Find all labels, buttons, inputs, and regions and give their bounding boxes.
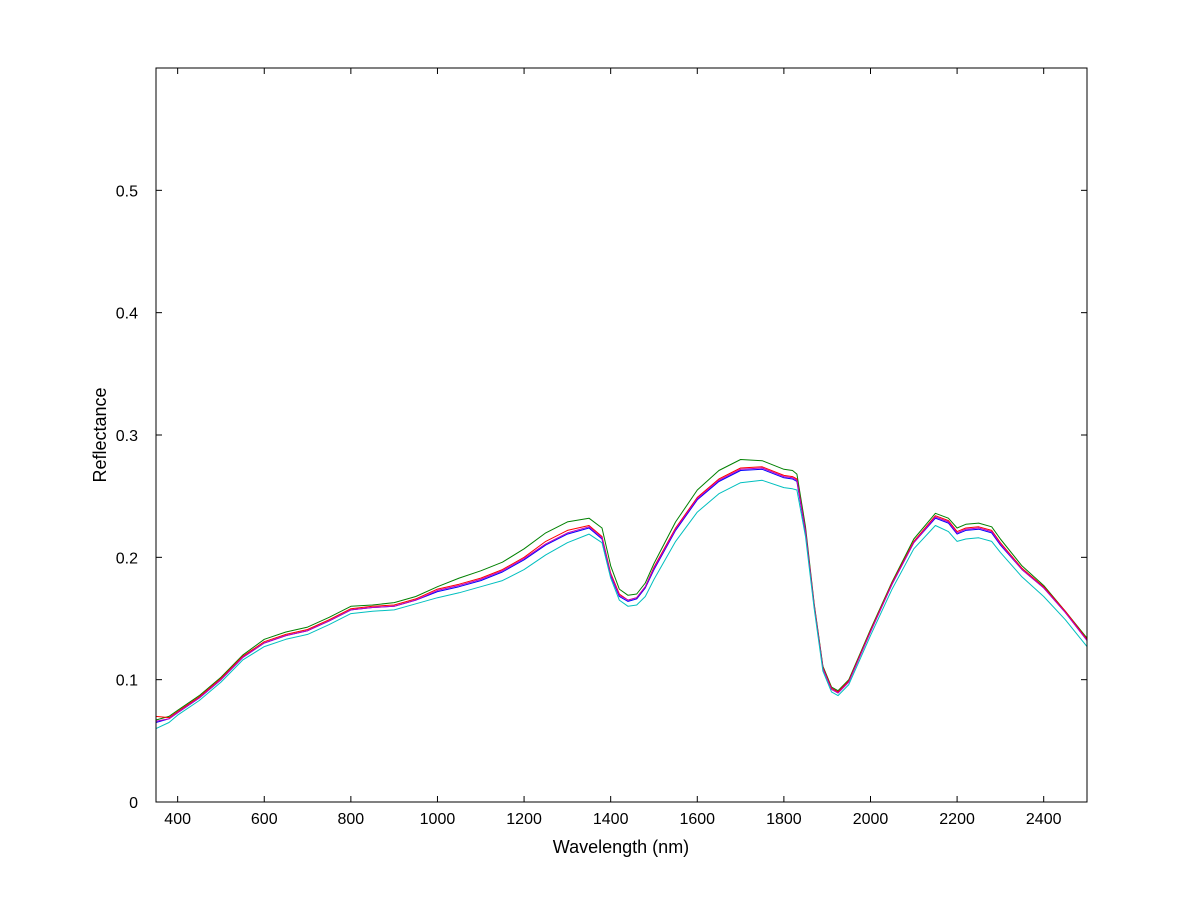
x-tick-label: 1200 (506, 811, 542, 828)
x-tick-label: 600 (251, 811, 278, 828)
y-tick-label: 0.2 (116, 550, 138, 567)
x-tick-label: 1000 (420, 811, 456, 828)
axes-box (155, 67, 1088, 803)
x-tick-label: 400 (164, 811, 191, 828)
x-tick-label: 1800 (766, 811, 802, 828)
y-tick-label: 0.5 (116, 183, 138, 200)
x-tick-label: 800 (338, 811, 365, 828)
tick-layer: 400 600 800 1000 1200 1400 1600 1800 2000 2200 240… (116, 68, 1087, 828)
y-tick-label: 0.1 (116, 673, 138, 690)
x-tick-label: 1600 (679, 811, 715, 828)
series-line-2 (155, 459, 1088, 721)
y-tick-label: 0.3 (116, 428, 138, 445)
x-tick-label: 2000 (853, 811, 889, 828)
x-axis-title: Wavelength (nm) (553, 837, 689, 857)
x-tick-label: 2200 (939, 811, 975, 828)
series-line-4 (155, 467, 1088, 722)
plot-area (156, 68, 1087, 802)
x-tick-label: 1400 (593, 811, 629, 828)
y-axis-title: Reflectance (90, 387, 110, 482)
y-tick-label: 0 (129, 795, 138, 812)
y-tick-label: 0.4 (116, 306, 138, 323)
series-layer (155, 459, 1088, 730)
x-tick-label: 2400 (1026, 811, 1062, 828)
series-line-3 (155, 466, 1088, 719)
series-line-5 (155, 479, 1088, 730)
